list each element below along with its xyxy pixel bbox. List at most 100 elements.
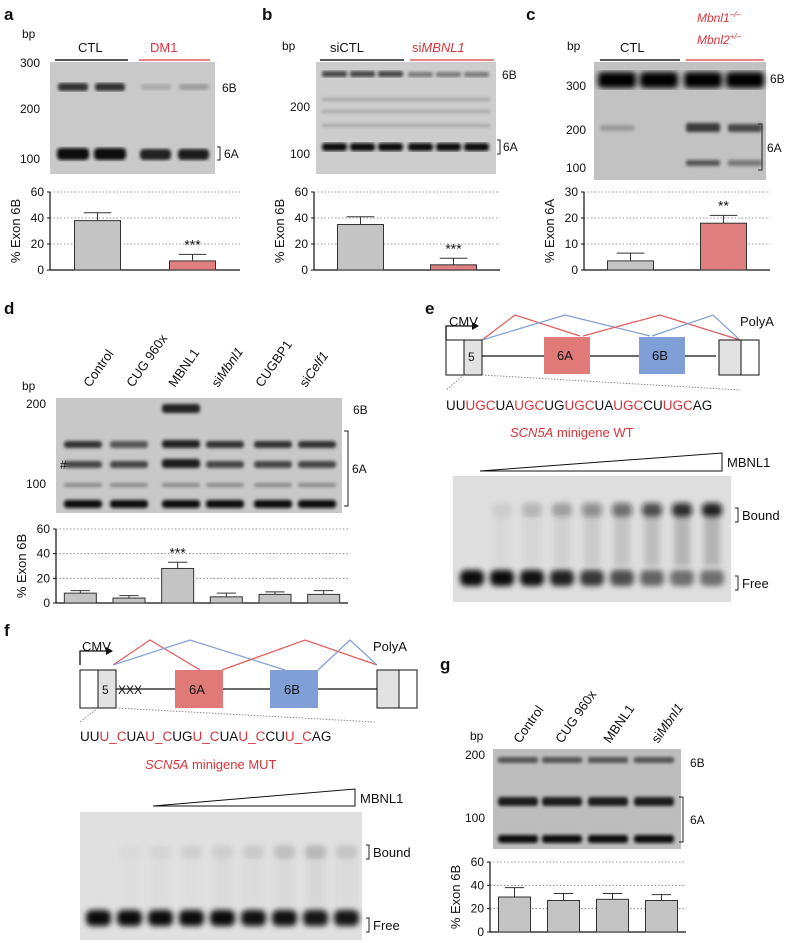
rna-sequence-mut: UUU_CUAU_CUGU_CUAU_CCUU_CAG bbox=[80, 729, 331, 744]
panel-letter-e: e bbox=[425, 299, 434, 318]
exon-6b bbox=[639, 337, 685, 374]
bound-complex-band bbox=[274, 845, 295, 859]
exon-5-label: 5 bbox=[468, 350, 475, 364]
lane-label-simbnl1: siMbnl1 bbox=[208, 344, 246, 389]
smear bbox=[674, 517, 690, 566]
bp-unit-label: bp bbox=[22, 379, 36, 393]
zoom-line bbox=[79, 707, 99, 723]
polya-label: PolyA bbox=[740, 314, 774, 329]
gel-image-g bbox=[493, 749, 681, 849]
y-tick-label: 60 bbox=[37, 522, 51, 536]
free-probe-band bbox=[148, 910, 173, 926]
band-bracket-6a bbox=[344, 430, 349, 507]
panel-letter-d: d bbox=[4, 299, 14, 318]
bar bbox=[112, 597, 146, 604]
y-tick-label: 60 bbox=[31, 185, 45, 199]
exon-6a bbox=[175, 670, 223, 708]
band-label-6a: 6A bbox=[352, 462, 367, 476]
bar bbox=[63, 592, 97, 604]
bound-complex-band bbox=[582, 503, 602, 517]
size-marker-100: 100 bbox=[465, 811, 485, 825]
band-label-6b: 6B bbox=[690, 756, 705, 770]
y-tick-label: 0 bbox=[477, 925, 484, 939]
y-axis-title: % Exon 6B bbox=[14, 534, 29, 598]
panel-c: c bp CTL Mbnl1–/– Mbnl2+/– 300 200 1 bbox=[526, 5, 785, 277]
y-axis-title: % Exon 6B bbox=[272, 199, 287, 263]
splice-blue bbox=[317, 639, 378, 671]
free-probe-band bbox=[700, 570, 724, 586]
free-probe-band bbox=[272, 910, 297, 926]
y-tick-label: 40 bbox=[37, 547, 51, 561]
bar bbox=[337, 224, 384, 271]
free-probe-band bbox=[241, 910, 266, 926]
band-label-6b: 6B bbox=[353, 403, 368, 417]
splice-red bbox=[481, 314, 581, 341]
exon-5 bbox=[97, 669, 117, 709]
group-label-sictl: siCTL bbox=[330, 40, 364, 55]
gel-image-a bbox=[50, 62, 215, 174]
free-probe-band bbox=[210, 910, 235, 926]
splice-red bbox=[221, 639, 378, 671]
bar bbox=[645, 900, 678, 933]
titration-wedge bbox=[152, 788, 356, 807]
smear bbox=[183, 859, 200, 906]
lane-labels-d: Control CUG 960x MBNL1 siMbnl1 CUGBP1 si… bbox=[80, 331, 331, 390]
bracket-free bbox=[735, 575, 739, 591]
size-marker-100: 100 bbox=[20, 152, 40, 166]
titration-wedge bbox=[479, 452, 723, 472]
exon-box bbox=[445, 339, 465, 376]
zoom-line bbox=[115, 707, 376, 723]
band-label-6a: 6A bbox=[767, 141, 782, 155]
bound-complex-band bbox=[642, 503, 662, 517]
bar bbox=[700, 222, 747, 271]
minigene-caption-mut: SCN5A minigene MUT bbox=[145, 757, 277, 772]
band-label-6b: 6B bbox=[770, 72, 785, 86]
bound-complex-band bbox=[612, 503, 632, 517]
bound-complex-band bbox=[181, 845, 202, 859]
y-axis-title: % Exon 6B bbox=[8, 199, 23, 263]
free-probe-band bbox=[640, 570, 664, 586]
y-tick-label: 0 bbox=[37, 263, 44, 277]
bp-unit-label: bp bbox=[567, 39, 581, 53]
free-probe-band bbox=[117, 910, 142, 926]
band-label-6a: 6A bbox=[690, 813, 705, 827]
gel-image-d bbox=[56, 398, 342, 513]
band-bracket-6a bbox=[217, 146, 221, 161]
y-tick-label: 40 bbox=[295, 211, 309, 225]
nonspecific-band-mark: # bbox=[60, 458, 67, 472]
smear bbox=[584, 517, 600, 566]
splice-red bbox=[112, 639, 201, 671]
promoter-arrowhead bbox=[472, 322, 479, 330]
y-tick-label: 0 bbox=[43, 596, 50, 610]
free-probe-band bbox=[550, 570, 574, 586]
size-marker-200: 200 bbox=[465, 748, 485, 762]
label-free: Free bbox=[742, 576, 769, 591]
panel-e: e CMV PolyA 5 6A 6B UUUGCUAUGCUGUGCUAUGC… bbox=[425, 299, 780, 602]
lane-label-cugbp1: CUGBP1 bbox=[252, 337, 295, 389]
bar bbox=[596, 898, 629, 933]
bound-complex-band bbox=[702, 503, 722, 517]
smear bbox=[245, 859, 262, 906]
lane-label-simbnl1: siMbnl1 bbox=[648, 700, 686, 745]
emsa-gel-wt bbox=[453, 476, 731, 602]
exon-box bbox=[718, 339, 742, 376]
exon-6a-label: 6A bbox=[557, 348, 573, 363]
exon-5-label: 5 bbox=[102, 683, 109, 697]
y-tick-label: 20 bbox=[565, 211, 579, 225]
exon-6a-label: 6A bbox=[189, 682, 205, 697]
free-probe-band bbox=[610, 570, 634, 586]
bracket-bound bbox=[366, 844, 370, 860]
y-tick-label: 20 bbox=[471, 902, 485, 916]
bar bbox=[169, 260, 216, 271]
y-tick-label: 0 bbox=[571, 263, 578, 277]
polya-label: PolyA bbox=[373, 639, 407, 654]
bar-chart-b: 0 20 40 60 % Exon 6B *** bbox=[272, 185, 500, 277]
size-marker-200: 200 bbox=[290, 100, 310, 114]
exon-6b bbox=[270, 670, 318, 708]
significance-label: *** bbox=[169, 544, 186, 560]
exon-5 bbox=[463, 339, 483, 376]
panel-f: f CMV PolyA 5 XXX 6A 6B UUU_CUAU_CUGU_ bbox=[4, 621, 418, 940]
bound-complex-band bbox=[243, 845, 264, 859]
band-label-6a: 6A bbox=[224, 147, 239, 161]
bar bbox=[74, 220, 121, 271]
